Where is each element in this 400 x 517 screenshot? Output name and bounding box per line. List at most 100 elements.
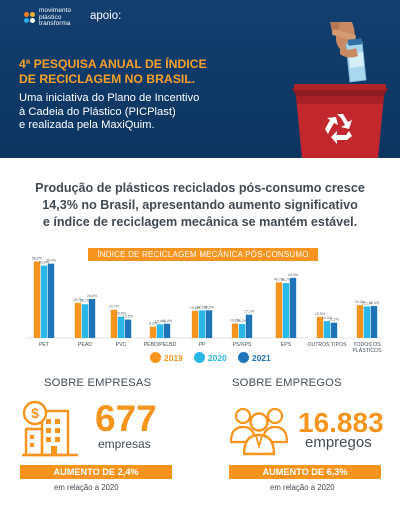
page-subtitle: Uma iniciativa do Plano de Incentivo à C… (19, 92, 249, 133)
bar-2019-1 (74, 302, 82, 338)
logo-dots-icon (24, 11, 36, 24)
category-label-5: PS/XPS (233, 342, 252, 348)
people-group-icon (229, 407, 289, 456)
empregos-number: 16.883 (298, 407, 384, 438)
data-label-2021-4: 20,3% (204, 305, 215, 309)
data-label-2020-6: 40,2% (281, 278, 292, 282)
bar-2020-0 (40, 265, 48, 338)
category-label-3: PEBD/PELBD (144, 342, 177, 348)
chart-legend: 2019 2020 2021 (150, 352, 282, 363)
data-label-2019-1: 25,7% (73, 298, 84, 302)
bar-2019-4 (191, 310, 199, 338)
category-label-2: PVC (116, 342, 127, 348)
legend-item-2019: 2019 (150, 352, 183, 363)
bar-2019-8 (356, 305, 364, 338)
data-label-2020-4: 20,2% (197, 305, 208, 309)
header-banner: movimento plástico transforma apoio: 4ª … (0, 0, 400, 158)
legend-label-2020: 2020 (207, 352, 227, 363)
page-title: 4ª PESQUISA ANUAL DE ÍNDICE DE RECICLAGE… (19, 57, 229, 86)
data-label-2020-3: 10,0% (155, 319, 166, 323)
category-label-7: OUTROS TIPOS (307, 342, 347, 348)
data-label-2020-5: 10,2% (237, 319, 248, 323)
data-label-2021-6: 44,0% (288, 273, 299, 277)
data-label-2019-2: 20,7% (109, 305, 120, 309)
category-label-1: PEAD (78, 342, 92, 348)
category-label-8-b: PLÁSTICOS (352, 347, 382, 354)
empresas-relation: em relação a 2020 (54, 483, 119, 492)
bar-2019-5 (231, 323, 239, 338)
legend-item-2020: 2020 (193, 352, 227, 363)
logo-line1: movimento (39, 7, 72, 14)
legend-label-2021: 2021 (251, 352, 271, 363)
title-line-2: DE RECICLAGEM NO BRASIL. (19, 71, 196, 86)
data-label-2021-8: 23,4% (369, 301, 380, 305)
bar-2021-5 (245, 314, 253, 338)
legend-swatch-2020 (193, 352, 205, 363)
empregos-increase-badge: AUMENTO DE 6,3% (229, 465, 381, 479)
data-label-2021-5: 17,1% (244, 310, 255, 314)
legend-swatch-2019 (150, 352, 161, 363)
bar-2019-0 (33, 261, 41, 338)
category-label-4: PP (199, 342, 206, 348)
apoio-label: apoio: (90, 10, 122, 22)
chart-title: ÍNDICE DE RECICLAGEM MECÂNICA PÓS-CONSUM… (88, 248, 318, 261)
headline-line-3: e índice de reciclagem mecânica se manté… (42, 215, 358, 229)
bar-2021-1 (88, 298, 96, 338)
bar-2020-6 (282, 283, 290, 338)
data-label-2019-5: 10,6% (230, 319, 241, 323)
data-label-2020-1: 24,7% (80, 299, 91, 303)
subtitle-line-3: e realizada pela MaxiQuim. (19, 119, 155, 131)
subtitle-line-1: Uma iniciativa do Plano de Incentivo (19, 92, 200, 104)
svg-text:$: $ (31, 405, 39, 421)
bar-2021-0 (47, 263, 55, 338)
data-label-2020-2: 15,6% (116, 312, 127, 316)
legend-swatch-2021 (237, 352, 249, 363)
legend-item-2021: 2021 (237, 352, 271, 363)
logo-text: movimento plástico transforma (39, 7, 72, 28)
bar-2021-4 (205, 310, 213, 338)
data-label-2019-3: 8,3% (149, 322, 158, 326)
bar-2021-3 (163, 323, 171, 338)
bar-2021-2 (124, 319, 132, 338)
headline: Produção de plásticos reciclados pós-con… (20, 180, 380, 231)
bar-2019-6 (275, 282, 283, 338)
data-label-2021-0: 54,4% (46, 259, 57, 263)
legend-label-2019: 2019 (164, 352, 183, 363)
bar-2019-3 (149, 326, 157, 338)
data-label-2020-7: 12,3% (322, 316, 333, 320)
data-label-2020-0: 53,0% (39, 261, 50, 265)
category-label-0: PET (39, 342, 50, 348)
bar-2020-2 (117, 316, 125, 338)
logo-line3: transforma (39, 20, 71, 28)
empregos-relation: em relação a 2020 (270, 483, 335, 492)
building-dollar-icon: $ (22, 400, 78, 457)
hand-with-bottle-icon (330, 22, 367, 83)
data-label-2021-1: 28,6% (87, 294, 98, 298)
empresas-section-title: SOBRE EMPRESAS (44, 377, 152, 389)
data-label-2019-4: 19,8% (190, 306, 201, 310)
data-label-2019-6: 40,7% (274, 277, 285, 281)
data-label-2019-0: 56,0% (32, 256, 43, 260)
category-label-6: EPS (281, 342, 292, 348)
data-label-2021-7: 11,2% (329, 318, 340, 322)
empregos-unit: empregos (305, 434, 372, 451)
data-label-2019-8: 24,0% (355, 300, 366, 304)
bar-2020-1 (81, 304, 89, 338)
headline-line-1: Produção de plásticos reciclados pós-con… (35, 181, 365, 195)
title-line-1: 4ª PESQUISA ANUAL DE ÍNDICE (19, 57, 207, 71)
recycling-bin-illustration (292, 22, 388, 158)
subtitle-line-2: à Cadeia do Plástico (PICPlast) (19, 105, 176, 118)
data-label-2021-3: 10,4% (162, 319, 173, 323)
data-label-2021-2: 13,5% (123, 315, 134, 319)
bar-2021-6 (289, 277, 297, 338)
bar-2020-5 (238, 324, 246, 338)
empresas-increase-badge: AUMENTO DE 2,4% (20, 465, 172, 479)
category-label-8: TODOS OS (353, 342, 381, 348)
recycling-index-bar-chart: 56,0%53,0%54,4% PET 25,7%24,7%28,6% PEAD 20,… (26, 256, 384, 354)
logo-line2: plástico (39, 13, 62, 21)
data-label-2020-8: 23,1% (362, 301, 373, 305)
bar-2021-8 (370, 306, 378, 338)
empresas-unit: empresas (98, 437, 151, 451)
bar-2020-3 (156, 324, 164, 338)
bar-2019-7 (316, 316, 324, 338)
